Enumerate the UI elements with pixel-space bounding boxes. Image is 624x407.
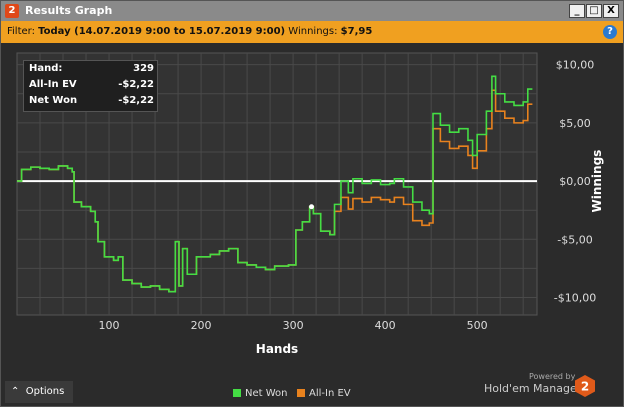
filter-bar: Filter: Today (14.07.2019 9:00 to 15.07.… — [1, 21, 623, 43]
title-bar[interactable]: 2 Results Graph _ □ X — [1, 1, 623, 21]
legend-label: All-In EV — [309, 388, 351, 399]
tooltip-value: -$2,22 — [118, 79, 154, 90]
window-title: Results Graph — [25, 4, 113, 17]
y-tick-label: $5,00 — [559, 117, 591, 130]
legend-label: Net Won — [245, 388, 288, 399]
tooltip-row-hand: Hand: 329 — [29, 63, 154, 78]
brand-logo-badge: 2 — [581, 380, 589, 394]
y-tick-label: $10,00 — [556, 59, 595, 72]
x-tick-label: 100 — [99, 319, 120, 332]
tooltip-row-net-won: Net Won -$2,22 — [29, 95, 154, 110]
bottom-bar: ⌃ Options Net Won All-In EV Powered by H… — [1, 372, 623, 406]
x-tick-label: 500 — [467, 319, 488, 332]
x-axis-label: Hands — [256, 342, 298, 356]
app-icon: 2 — [5, 4, 19, 18]
series-line-net-won — [17, 75, 533, 293]
options-label: Options — [25, 386, 65, 397]
filter-value: Today (14.07.2019 9:00 to 15.07.2019 9:0… — [38, 26, 286, 37]
legend-swatch-all-in-ev — [297, 389, 305, 397]
x-tick-label: 400 — [375, 319, 396, 332]
y-tick-label: -$5,00 — [557, 233, 592, 246]
legend-item-net-won[interactable]: Net Won — [233, 388, 288, 399]
tooltip-label: Hand: — [29, 63, 63, 74]
chevron-up-icon: ⌃ — [11, 386, 20, 397]
winnings-label: Winnings: — [288, 26, 338, 37]
y-tick-label: $0,00 — [559, 175, 591, 188]
powered-by-text: Powered by — [529, 372, 576, 381]
legend-item-all-in-ev[interactable]: All-In EV — [297, 388, 351, 399]
close-button[interactable]: X — [603, 4, 619, 18]
tooltip-label: Net Won — [29, 95, 78, 106]
hover-tooltip: Hand: 329 All-In EV -$2,22 Net Won -$2,2… — [23, 60, 158, 112]
help-icon[interactable]: ? — [603, 25, 617, 39]
tooltip-value: -$2,22 — [118, 95, 154, 106]
options-button[interactable]: ⌃ Options — [5, 381, 73, 403]
minimize-button[interactable]: _ — [569, 4, 585, 18]
winnings-value: $7,95 — [340, 26, 373, 37]
hovered-point — [309, 204, 315, 210]
x-tick-label: 200 — [191, 319, 212, 332]
x-tick-label: 300 — [283, 319, 304, 332]
legend-swatch-net-won — [233, 389, 241, 397]
filter-label: Filter: — [7, 26, 35, 37]
y-axis-label: Winnings — [590, 150, 604, 213]
brand-name: Hold'em Manager — [484, 382, 582, 395]
filter-summary[interactable]: Filter: Today (14.07.2019 9:00 to 15.07.… — [7, 26, 372, 37]
tooltip-row-allin-ev: All-In EV -$2,22 — [29, 79, 154, 94]
brand-logo-icon: 2 — [575, 375, 595, 397]
maximize-button[interactable]: □ — [586, 4, 602, 18]
tooltip-label: All-In EV — [29, 79, 77, 90]
y-tick-label: -$10,00 — [554, 292, 596, 305]
tooltip-value: 329 — [133, 63, 154, 74]
